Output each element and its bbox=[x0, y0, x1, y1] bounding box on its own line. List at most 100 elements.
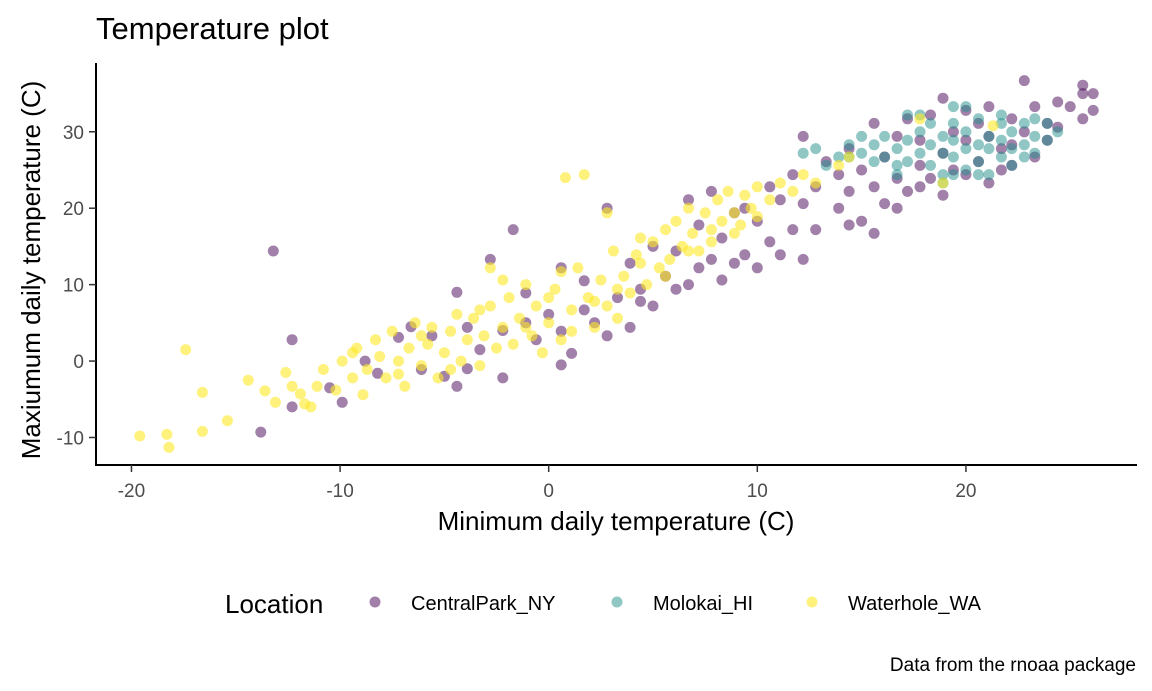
point bbox=[868, 227, 880, 239]
point bbox=[451, 286, 463, 298]
point bbox=[520, 279, 532, 291]
point bbox=[1029, 130, 1041, 142]
point bbox=[856, 215, 868, 227]
point bbox=[221, 415, 233, 427]
point bbox=[914, 181, 926, 193]
point bbox=[461, 321, 473, 333]
point bbox=[566, 347, 578, 359]
point bbox=[555, 359, 567, 371]
point bbox=[1052, 96, 1064, 108]
point bbox=[1006, 159, 1018, 171]
y-tick-label: 0 bbox=[73, 352, 84, 373]
point bbox=[1041, 134, 1053, 146]
point bbox=[995, 151, 1007, 163]
point bbox=[1041, 117, 1053, 129]
point bbox=[1064, 101, 1076, 113]
caption: Data from the rnoaa package bbox=[890, 655, 1136, 676]
point bbox=[764, 181, 776, 193]
point bbox=[294, 388, 306, 400]
legend-key bbox=[806, 596, 818, 608]
point bbox=[1006, 113, 1018, 125]
chart-title: Temperature plot bbox=[96, 11, 329, 46]
point bbox=[438, 347, 450, 359]
x-tick-label: -10 bbox=[326, 481, 353, 502]
point bbox=[578, 275, 590, 287]
point bbox=[764, 194, 776, 206]
x-tick-label: -20 bbox=[118, 481, 145, 502]
point bbox=[242, 374, 254, 386]
point bbox=[497, 274, 509, 286]
point bbox=[526, 330, 538, 342]
point bbox=[879, 130, 891, 142]
point bbox=[491, 342, 502, 354]
point bbox=[484, 300, 496, 312]
point bbox=[589, 321, 601, 333]
point bbox=[947, 126, 959, 138]
point bbox=[683, 279, 694, 291]
point bbox=[764, 236, 776, 248]
point bbox=[286, 401, 298, 413]
point bbox=[660, 224, 671, 236]
point bbox=[403, 342, 415, 354]
point bbox=[503, 292, 515, 304]
point bbox=[520, 287, 532, 299]
point bbox=[670, 215, 682, 227]
point bbox=[530, 300, 542, 312]
point bbox=[787, 185, 799, 197]
point bbox=[399, 380, 411, 392]
point bbox=[543, 308, 555, 320]
series-Molokai_HI bbox=[797, 101, 1064, 189]
point bbox=[660, 270, 671, 282]
point bbox=[520, 321, 532, 333]
point bbox=[833, 202, 845, 214]
point bbox=[712, 194, 724, 206]
point bbox=[647, 300, 659, 312]
x-tick-label: 10 bbox=[747, 481, 768, 502]
point bbox=[461, 363, 473, 375]
point bbox=[856, 147, 868, 159]
point bbox=[745, 202, 757, 214]
point bbox=[891, 143, 903, 155]
point bbox=[361, 364, 373, 375]
point bbox=[937, 189, 949, 201]
legend-key bbox=[369, 596, 381, 608]
point bbox=[868, 117, 880, 129]
x-axis-title: Minimum daily temperature (C) bbox=[438, 506, 795, 536]
point bbox=[409, 317, 421, 329]
point bbox=[572, 262, 584, 274]
point bbox=[461, 334, 473, 346]
point bbox=[739, 189, 751, 201]
point bbox=[1018, 117, 1030, 129]
legend-label: CentralPark_NY bbox=[411, 593, 556, 615]
point bbox=[891, 169, 903, 181]
point bbox=[774, 194, 786, 206]
point bbox=[843, 139, 855, 151]
legend: Location CentralPark_NY Molokai_HI Waterho… bbox=[225, 589, 982, 619]
x-tick-label: 0 bbox=[543, 481, 554, 502]
point bbox=[937, 130, 949, 142]
point bbox=[1087, 104, 1099, 116]
point bbox=[868, 181, 880, 193]
point bbox=[1006, 143, 1018, 155]
point bbox=[751, 262, 763, 274]
point bbox=[484, 253, 496, 265]
point bbox=[925, 117, 936, 129]
y-tick-label: 30 bbox=[63, 123, 84, 144]
point bbox=[995, 134, 1007, 146]
point bbox=[960, 164, 972, 176]
point bbox=[810, 224, 822, 236]
point bbox=[647, 236, 659, 248]
point bbox=[705, 236, 717, 248]
point bbox=[774, 177, 786, 189]
legend-label: Waterhole_WA bbox=[848, 593, 982, 615]
point bbox=[705, 185, 717, 197]
point bbox=[311, 380, 323, 392]
point bbox=[497, 372, 509, 384]
point bbox=[937, 169, 949, 181]
point bbox=[751, 211, 763, 223]
point bbox=[705, 224, 717, 236]
points-layer bbox=[134, 75, 1099, 453]
point bbox=[687, 227, 699, 239]
point bbox=[947, 134, 959, 146]
point bbox=[336, 396, 348, 408]
